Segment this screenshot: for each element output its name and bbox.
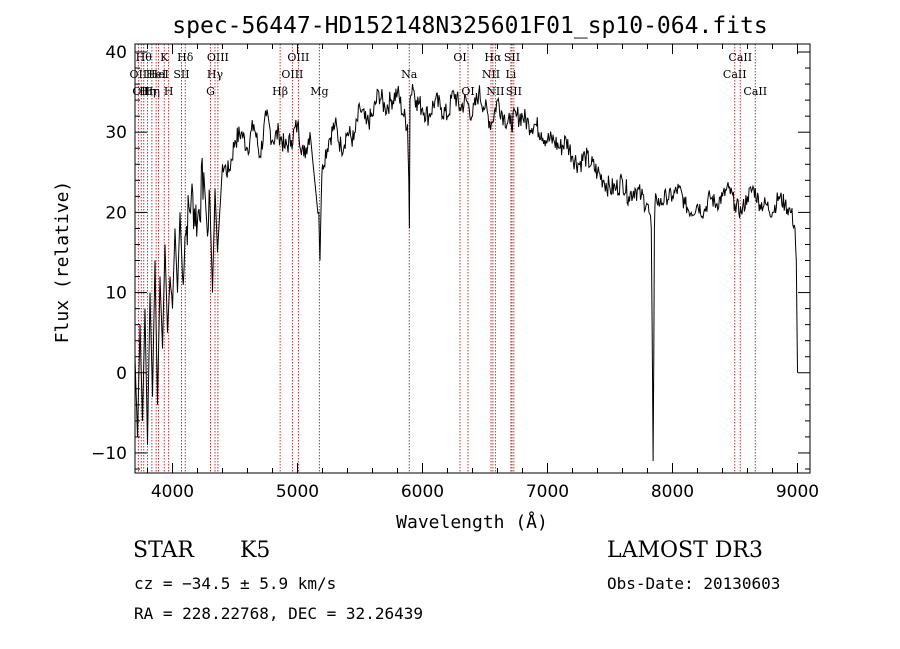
line-label: H — [164, 85, 174, 98]
line-label: G — [206, 85, 215, 98]
y-tick-label: 30 — [105, 123, 127, 143]
line-label: Hθ — [136, 51, 153, 64]
line-label: CaII — [723, 68, 747, 81]
survey-name: LAMOST DR3 — [607, 538, 763, 563]
x-tick-label: 5000 — [276, 482, 319, 502]
line-label: SII — [173, 68, 189, 81]
line-label: HeI — [146, 68, 166, 81]
line-label: Hδ — [177, 51, 194, 64]
object-subclass: K5 — [240, 538, 271, 563]
line-label: OII — [132, 85, 150, 98]
line-label: Hβ — [272, 85, 288, 98]
line-label: HeI — [148, 68, 168, 81]
obs-date: Obs-Date: 20130603 — [607, 574, 781, 593]
chart-title: spec-56447-HD152148N325601F01_sp10-064.f… — [172, 13, 767, 39]
coordinates: RA = 228.22768, DEC = 32.26439 — [134, 604, 423, 623]
line-label: CaII — [728, 51, 752, 64]
line-label: Hη — [144, 85, 160, 98]
x-axis-label: Wavelength (Å) — [396, 511, 548, 533]
line-label: Hη — [139, 85, 155, 98]
line-label: SII — [506, 85, 522, 98]
y-tick-label: 20 — [105, 203, 127, 223]
x-tick-label: 6000 — [401, 482, 444, 502]
line-label: OI — [453, 51, 466, 64]
line-label: OII — [130, 68, 148, 81]
line-label: NII — [486, 85, 504, 98]
line-label: OIII — [207, 51, 229, 64]
y-tick-label: 10 — [105, 284, 127, 304]
redshift-text: cz = −34.5 ± 5.9 km/s — [134, 574, 337, 593]
y-tick-label: 40 — [105, 43, 127, 63]
line-label: Li — [505, 68, 516, 81]
line-label: K — [160, 51, 169, 64]
line-label: NII — [482, 68, 500, 81]
line-label: OIII — [281, 68, 303, 81]
plot-frame — [134, 43, 811, 474]
y-axis-label: Flux (relative) — [52, 181, 73, 344]
line-label: OIII — [287, 51, 309, 64]
x-tick-label: 7000 — [526, 482, 569, 502]
line-label: CaII — [743, 85, 767, 98]
line-label: OI — [461, 85, 474, 98]
x-tick-label: 8000 — [651, 482, 694, 502]
y-tick-label: 0 — [116, 364, 127, 384]
spectrum-line — [134, 84, 798, 462]
line-label: SII — [504, 51, 520, 64]
x-tick-label: 4000 — [151, 482, 194, 502]
line-label: Mg — [310, 85, 328, 98]
line-label: Hα — [484, 51, 502, 64]
line-label: Na — [401, 68, 418, 81]
x-tick-label: 9000 — [776, 482, 819, 502]
object-class: STAR — [133, 538, 194, 563]
line-label: Hγ — [207, 68, 224, 81]
y-tick-label: −10 — [91, 444, 127, 464]
